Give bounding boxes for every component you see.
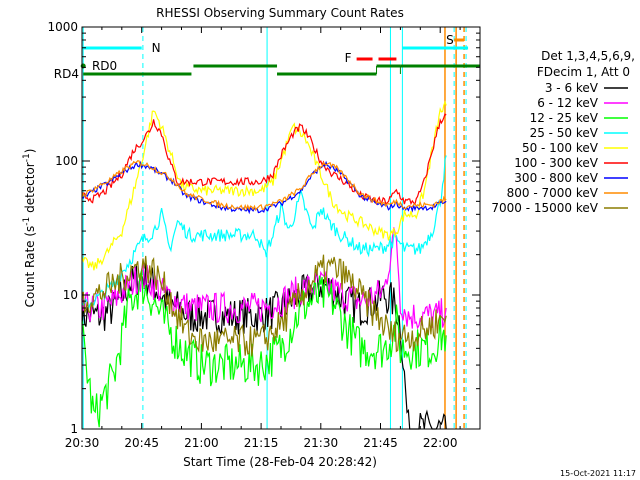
series-layer: [81, 100, 447, 430]
legend-header-line-1: Det 1,3,4,5,6,9,: [541, 49, 635, 63]
x-tick-label: 22:00: [423, 436, 458, 450]
legend-label: 6 - 12 keV: [537, 96, 599, 110]
x-tick-label: 21:30: [304, 436, 339, 450]
night-label: N: [152, 41, 161, 55]
series-line-9: [81, 254, 447, 357]
y-tick-label: 100: [55, 154, 78, 168]
series-line-3: [81, 269, 447, 428]
x-tick-label: 21:00: [184, 436, 219, 450]
series-line-5: [81, 100, 447, 271]
series-line-6: [82, 113, 447, 206]
legend-label: 800 - 7000 keV: [507, 186, 599, 200]
rd4-label: RD4: [54, 67, 79, 81]
y-tick-label: 1: [70, 422, 78, 436]
timestamp: 15-Oct-2021 11:17: [560, 469, 636, 478]
x-axis-label: Start Time (28-Feb-04 20:28:42): [183, 455, 377, 469]
series-line-8: [81, 160, 447, 212]
legend: Det 1,3,4,5,6,9, FDecim 1, Att 0 3 - 6 k…: [491, 49, 635, 215]
legend-label: 100 - 300 keV: [514, 156, 598, 170]
y-tick-label: 10: [63, 288, 78, 302]
axes: 20:30 20:45 21:00 21:15 21:30 21:45 22:00 1 10 10…: [47, 20, 481, 450]
flare-label: F: [345, 51, 352, 65]
series-line-4: [81, 155, 447, 311]
legend-label: 7000 - 15000 keV: [491, 201, 598, 215]
chart-title: RHESSI Observing Summary Count Rates: [156, 6, 404, 20]
legend-label: 300 - 800 keV: [514, 171, 598, 185]
legend-label: 3 - 6 keV: [545, 81, 599, 95]
y-axis-label: Count Rate (s-1 detector-1): [22, 149, 37, 308]
rd0-label: RD0: [92, 59, 117, 73]
x-tick-label: 20:45: [124, 436, 159, 450]
status-overlays: N S F RD0 RD4: [54, 27, 480, 429]
x-tick-label: 21:45: [363, 436, 398, 450]
x-tick-label: 21:15: [244, 436, 279, 450]
saa-label: S: [446, 33, 454, 47]
legend-header-line-2: FDecim 1, Att 0: [537, 65, 630, 79]
y-tick-label: 1000: [47, 20, 78, 34]
legend-label: 25 - 50 keV: [530, 126, 599, 140]
legend-label: 50 - 100 keV: [522, 141, 599, 155]
x-tick-label: 20:30: [65, 436, 100, 450]
legend-label: 12 - 25 keV: [530, 111, 599, 125]
plot-frame: [81, 26, 481, 430]
